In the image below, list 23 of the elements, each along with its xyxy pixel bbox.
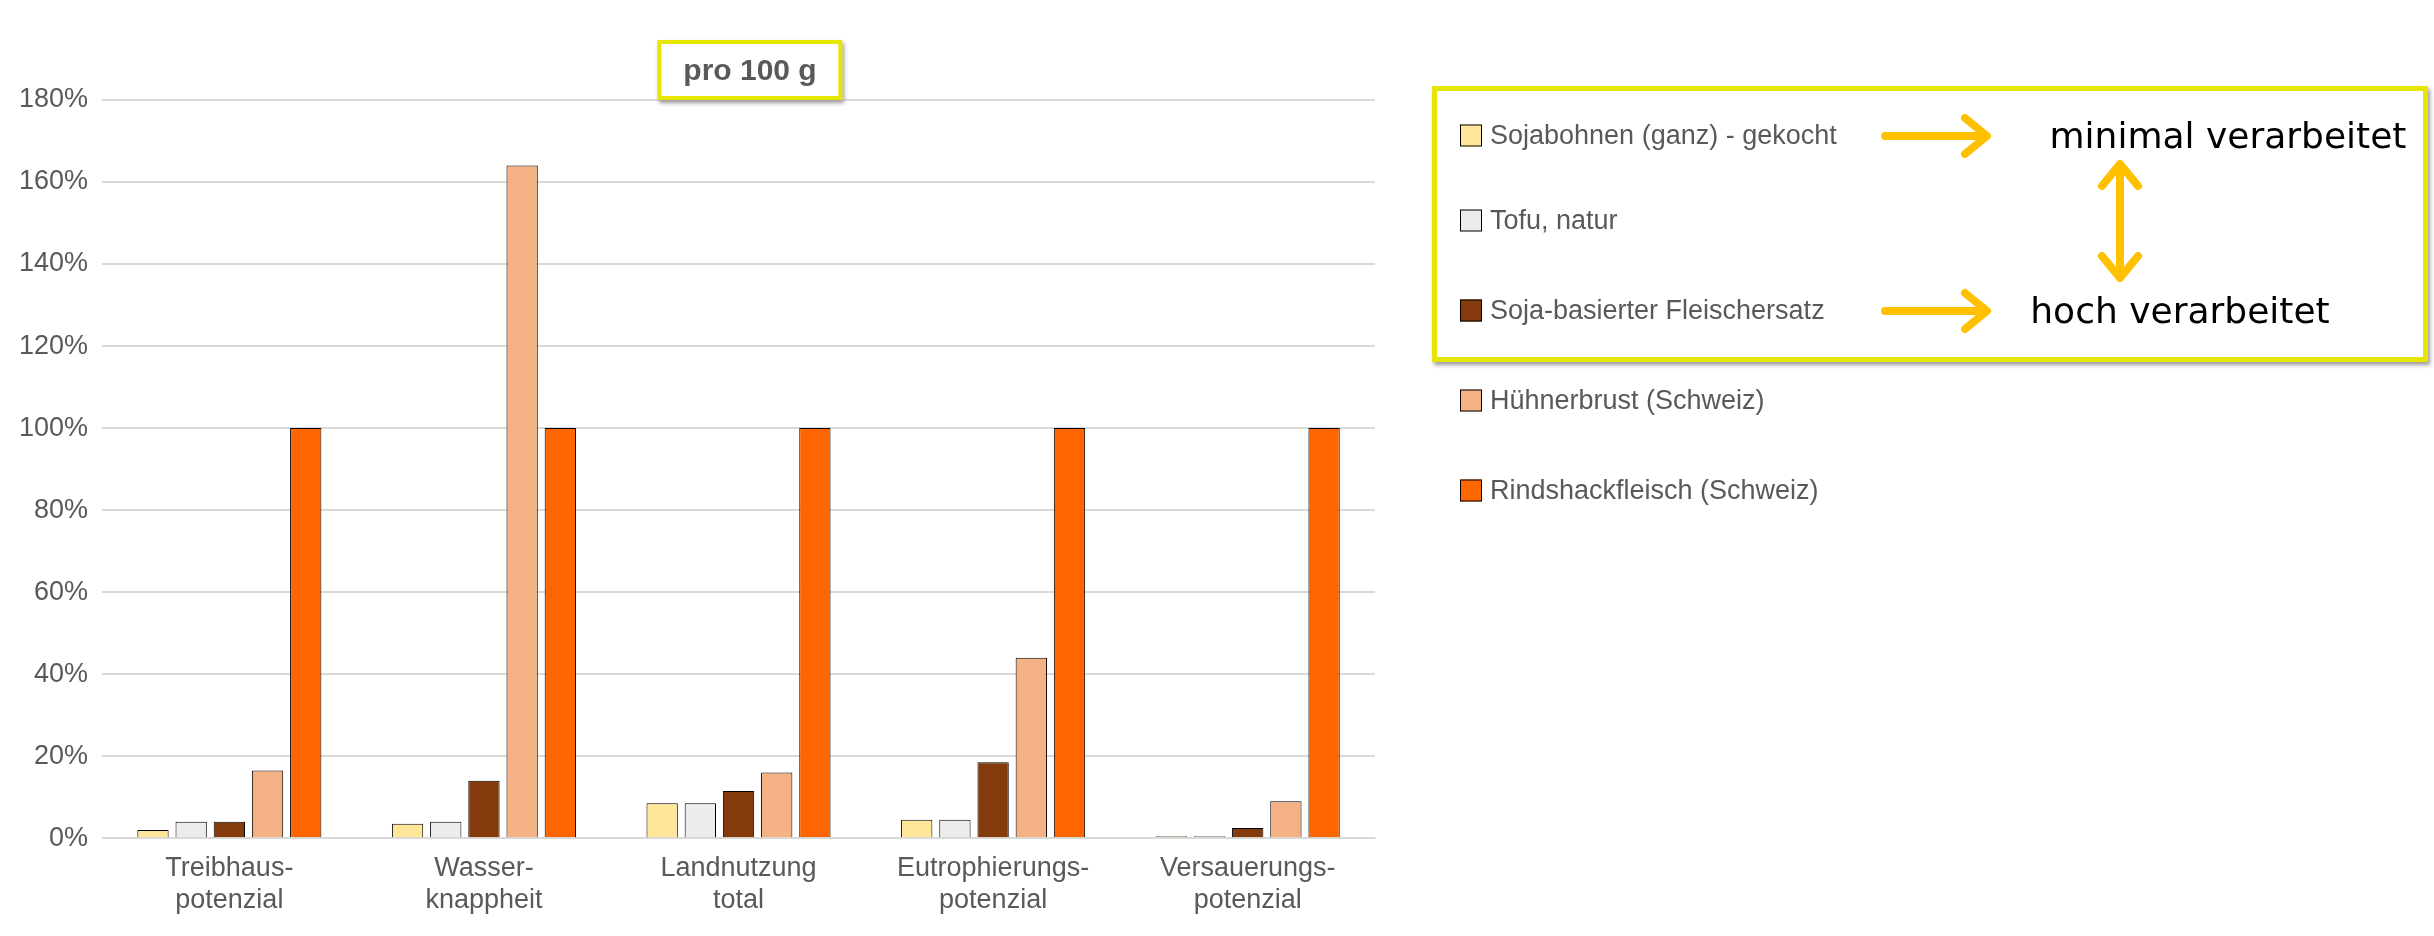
y-tick-label: 20%	[34, 739, 89, 770]
y-tick-label: 60%	[34, 575, 89, 606]
y-tick-label: 120%	[18, 329, 89, 360]
x-tick-label: Treibhaus- potenzial	[165, 851, 294, 915]
legend-label: Rindshackfleisch (Schweiz)	[1490, 474, 1819, 506]
legend-label: Soja-basierter Fleischersatz	[1490, 294, 1825, 326]
y-tick-label: 80%	[34, 493, 89, 524]
y-tick-label: 160%	[18, 165, 89, 196]
y-tick-label: 0%	[49, 821, 89, 852]
text: hoch verarbeitet	[2030, 289, 2330, 331]
text: minimal verarbeitet	[2049, 114, 2407, 156]
x-tick-label: Eutrophierungs- potenzial	[897, 851, 1090, 915]
y-tick-label: 140%	[18, 247, 89, 278]
y-tick-label: 180%	[18, 83, 89, 114]
legend-label: Sojabohnen (ganz) - gekocht	[1490, 119, 1837, 151]
x-tick-label: Landnutzung total	[660, 851, 817, 915]
chart-title: pro 100 g	[657, 40, 843, 100]
y-tick-label: 40%	[34, 657, 89, 688]
legend-label: Hühnerbrust (Schweiz)	[1490, 384, 1765, 416]
legend-label: Tofu, natur	[1490, 204, 1618, 236]
x-tick-label: Versauerungs- potenzial	[1159, 851, 1336, 915]
y-tick-label: 100%	[18, 411, 89, 442]
x-tick-label: Wasser- knappheit	[425, 851, 543, 915]
